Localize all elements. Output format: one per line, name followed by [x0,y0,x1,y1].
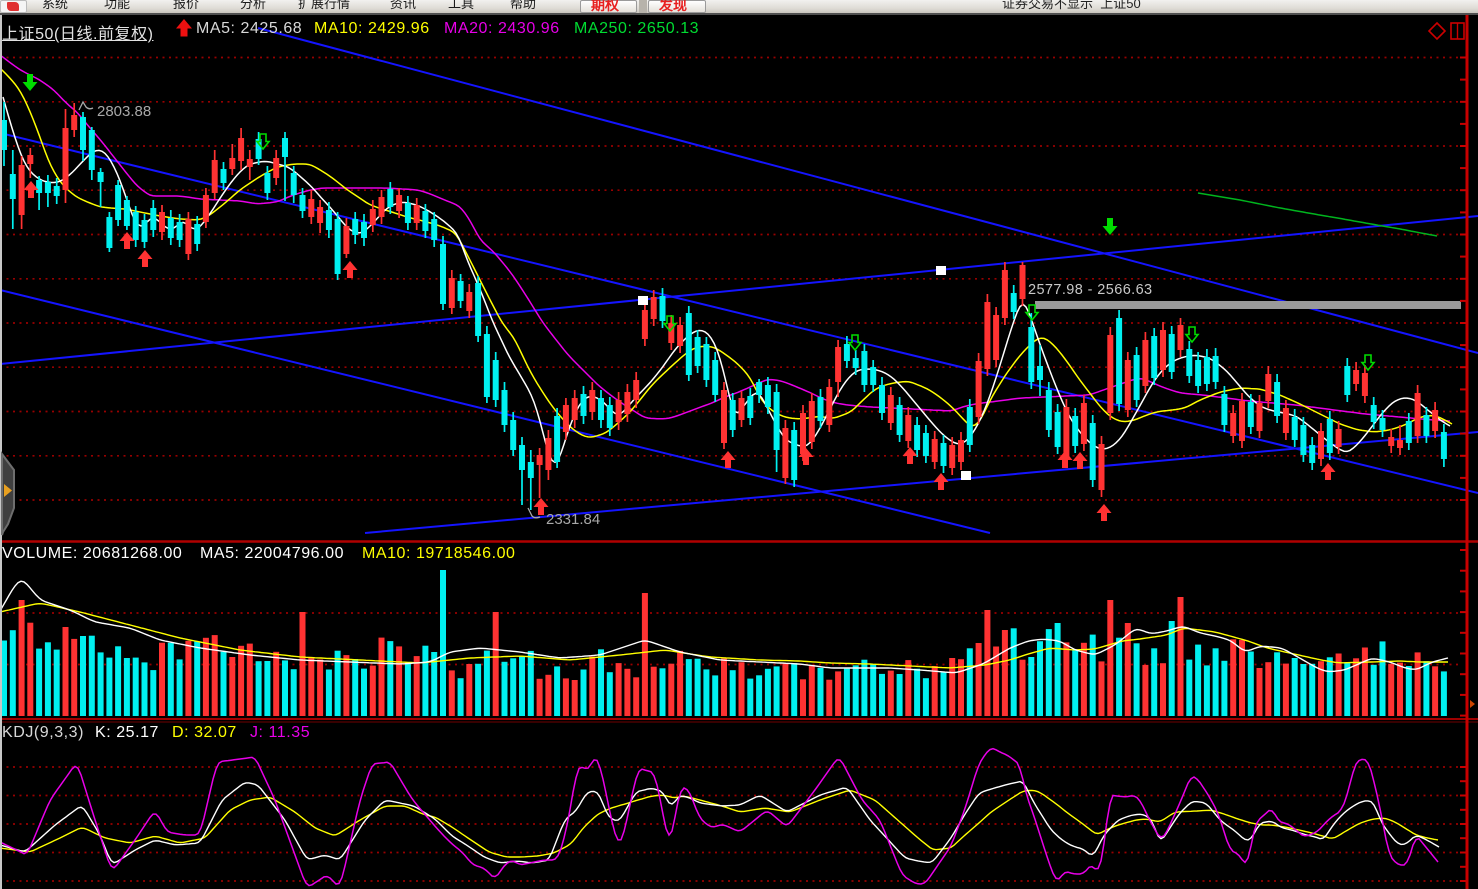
svg-text:2803.88: 2803.88 [97,103,151,120]
svg-text:2331.84: 2331.84 [546,511,600,528]
svg-text:2577.98 - 2566.63: 2577.98 - 2566.63 [1028,282,1153,298]
